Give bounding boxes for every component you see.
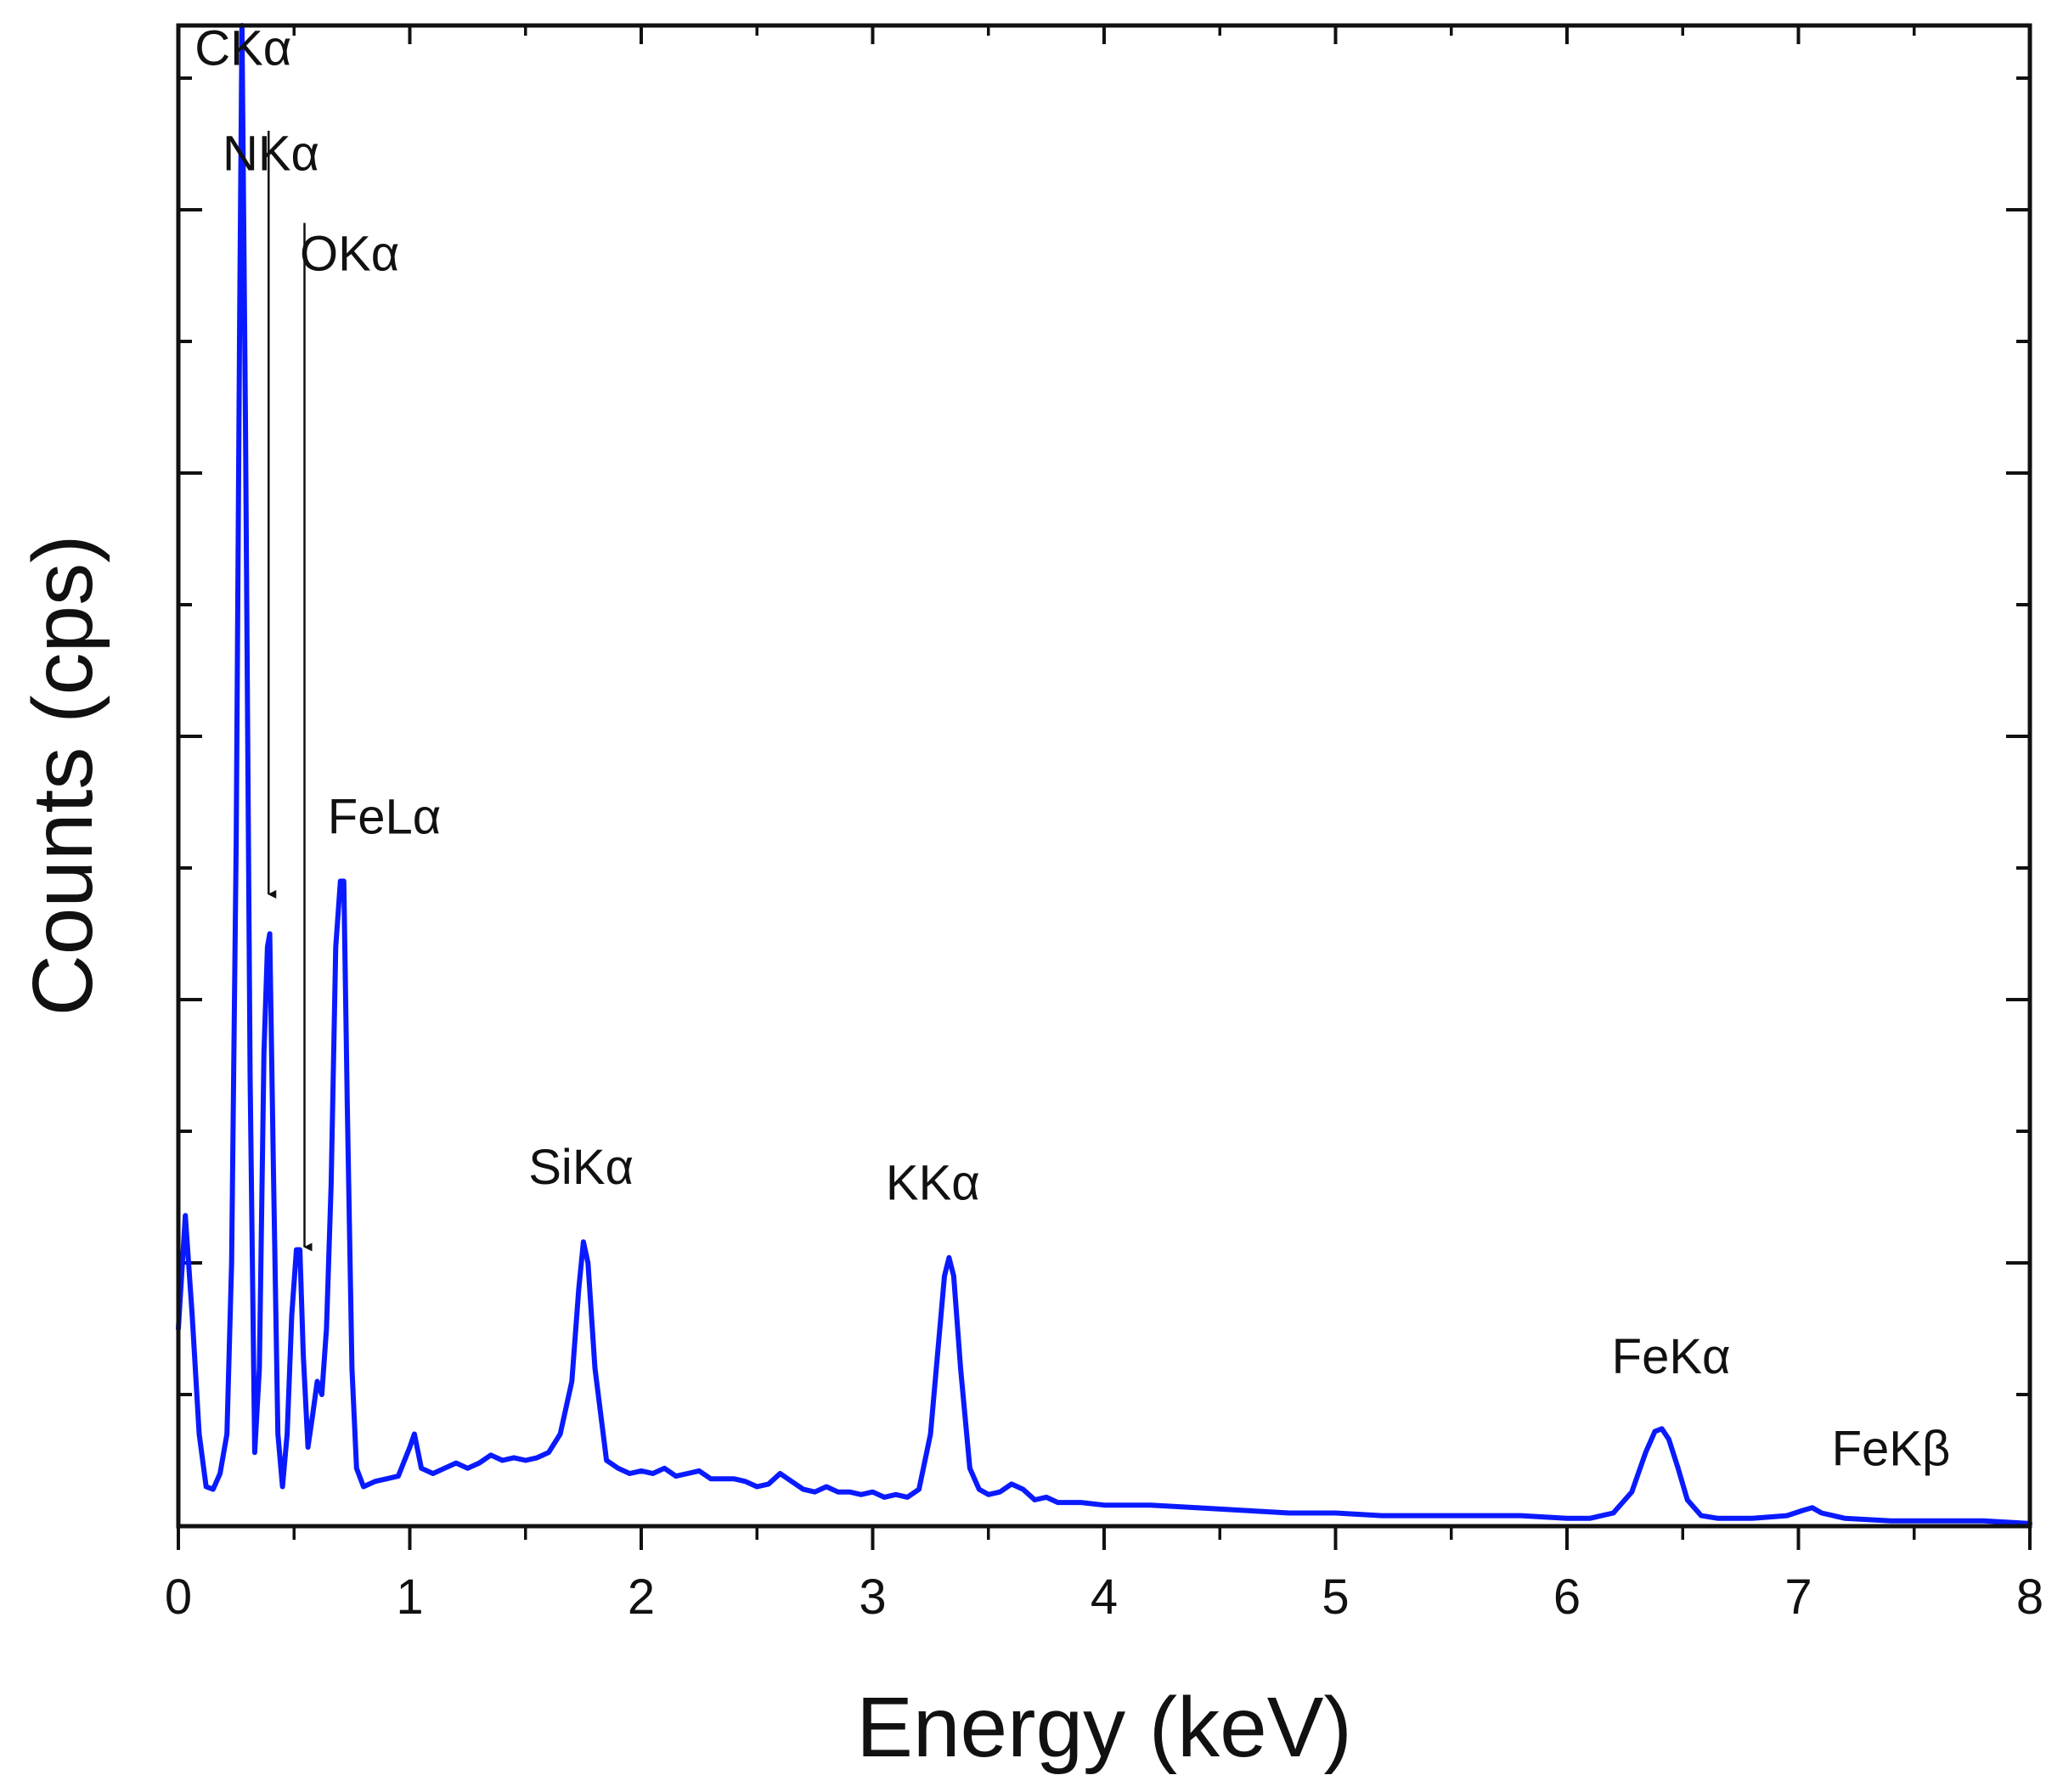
peak-label: SiKα: [528, 1140, 634, 1195]
x-tick-label: 4: [1091, 1569, 1118, 1625]
x-tick-label: 3: [859, 1569, 886, 1625]
plot-frame: [176, 23, 2032, 1529]
x-tick-label: 6: [1553, 1569, 1581, 1625]
peak-label: FeLα: [328, 790, 441, 845]
peak-label: NKα: [223, 127, 319, 182]
x-tick-label: 1: [396, 1569, 423, 1625]
peak-label: OKα: [300, 226, 399, 281]
x-tick-label: 8: [2016, 1569, 2043, 1625]
peak-label: KKα: [886, 1156, 980, 1211]
peak-label: FeKβ: [1832, 1422, 1951, 1477]
peak-label: FeKα: [1612, 1329, 1731, 1384]
x-tick-label: 0: [165, 1569, 192, 1625]
x-tick-label: 2: [628, 1569, 655, 1625]
spectrum-line: [176, 23, 2032, 1526]
peak-label: CKα: [194, 21, 291, 76]
x-tick-label: 5: [1322, 1569, 1349, 1625]
y-axis-title: Counts (cps): [15, 535, 110, 1017]
x-axis-title: Energy (keV): [856, 1680, 1352, 1775]
x-tick-label: 7: [1784, 1569, 1812, 1625]
